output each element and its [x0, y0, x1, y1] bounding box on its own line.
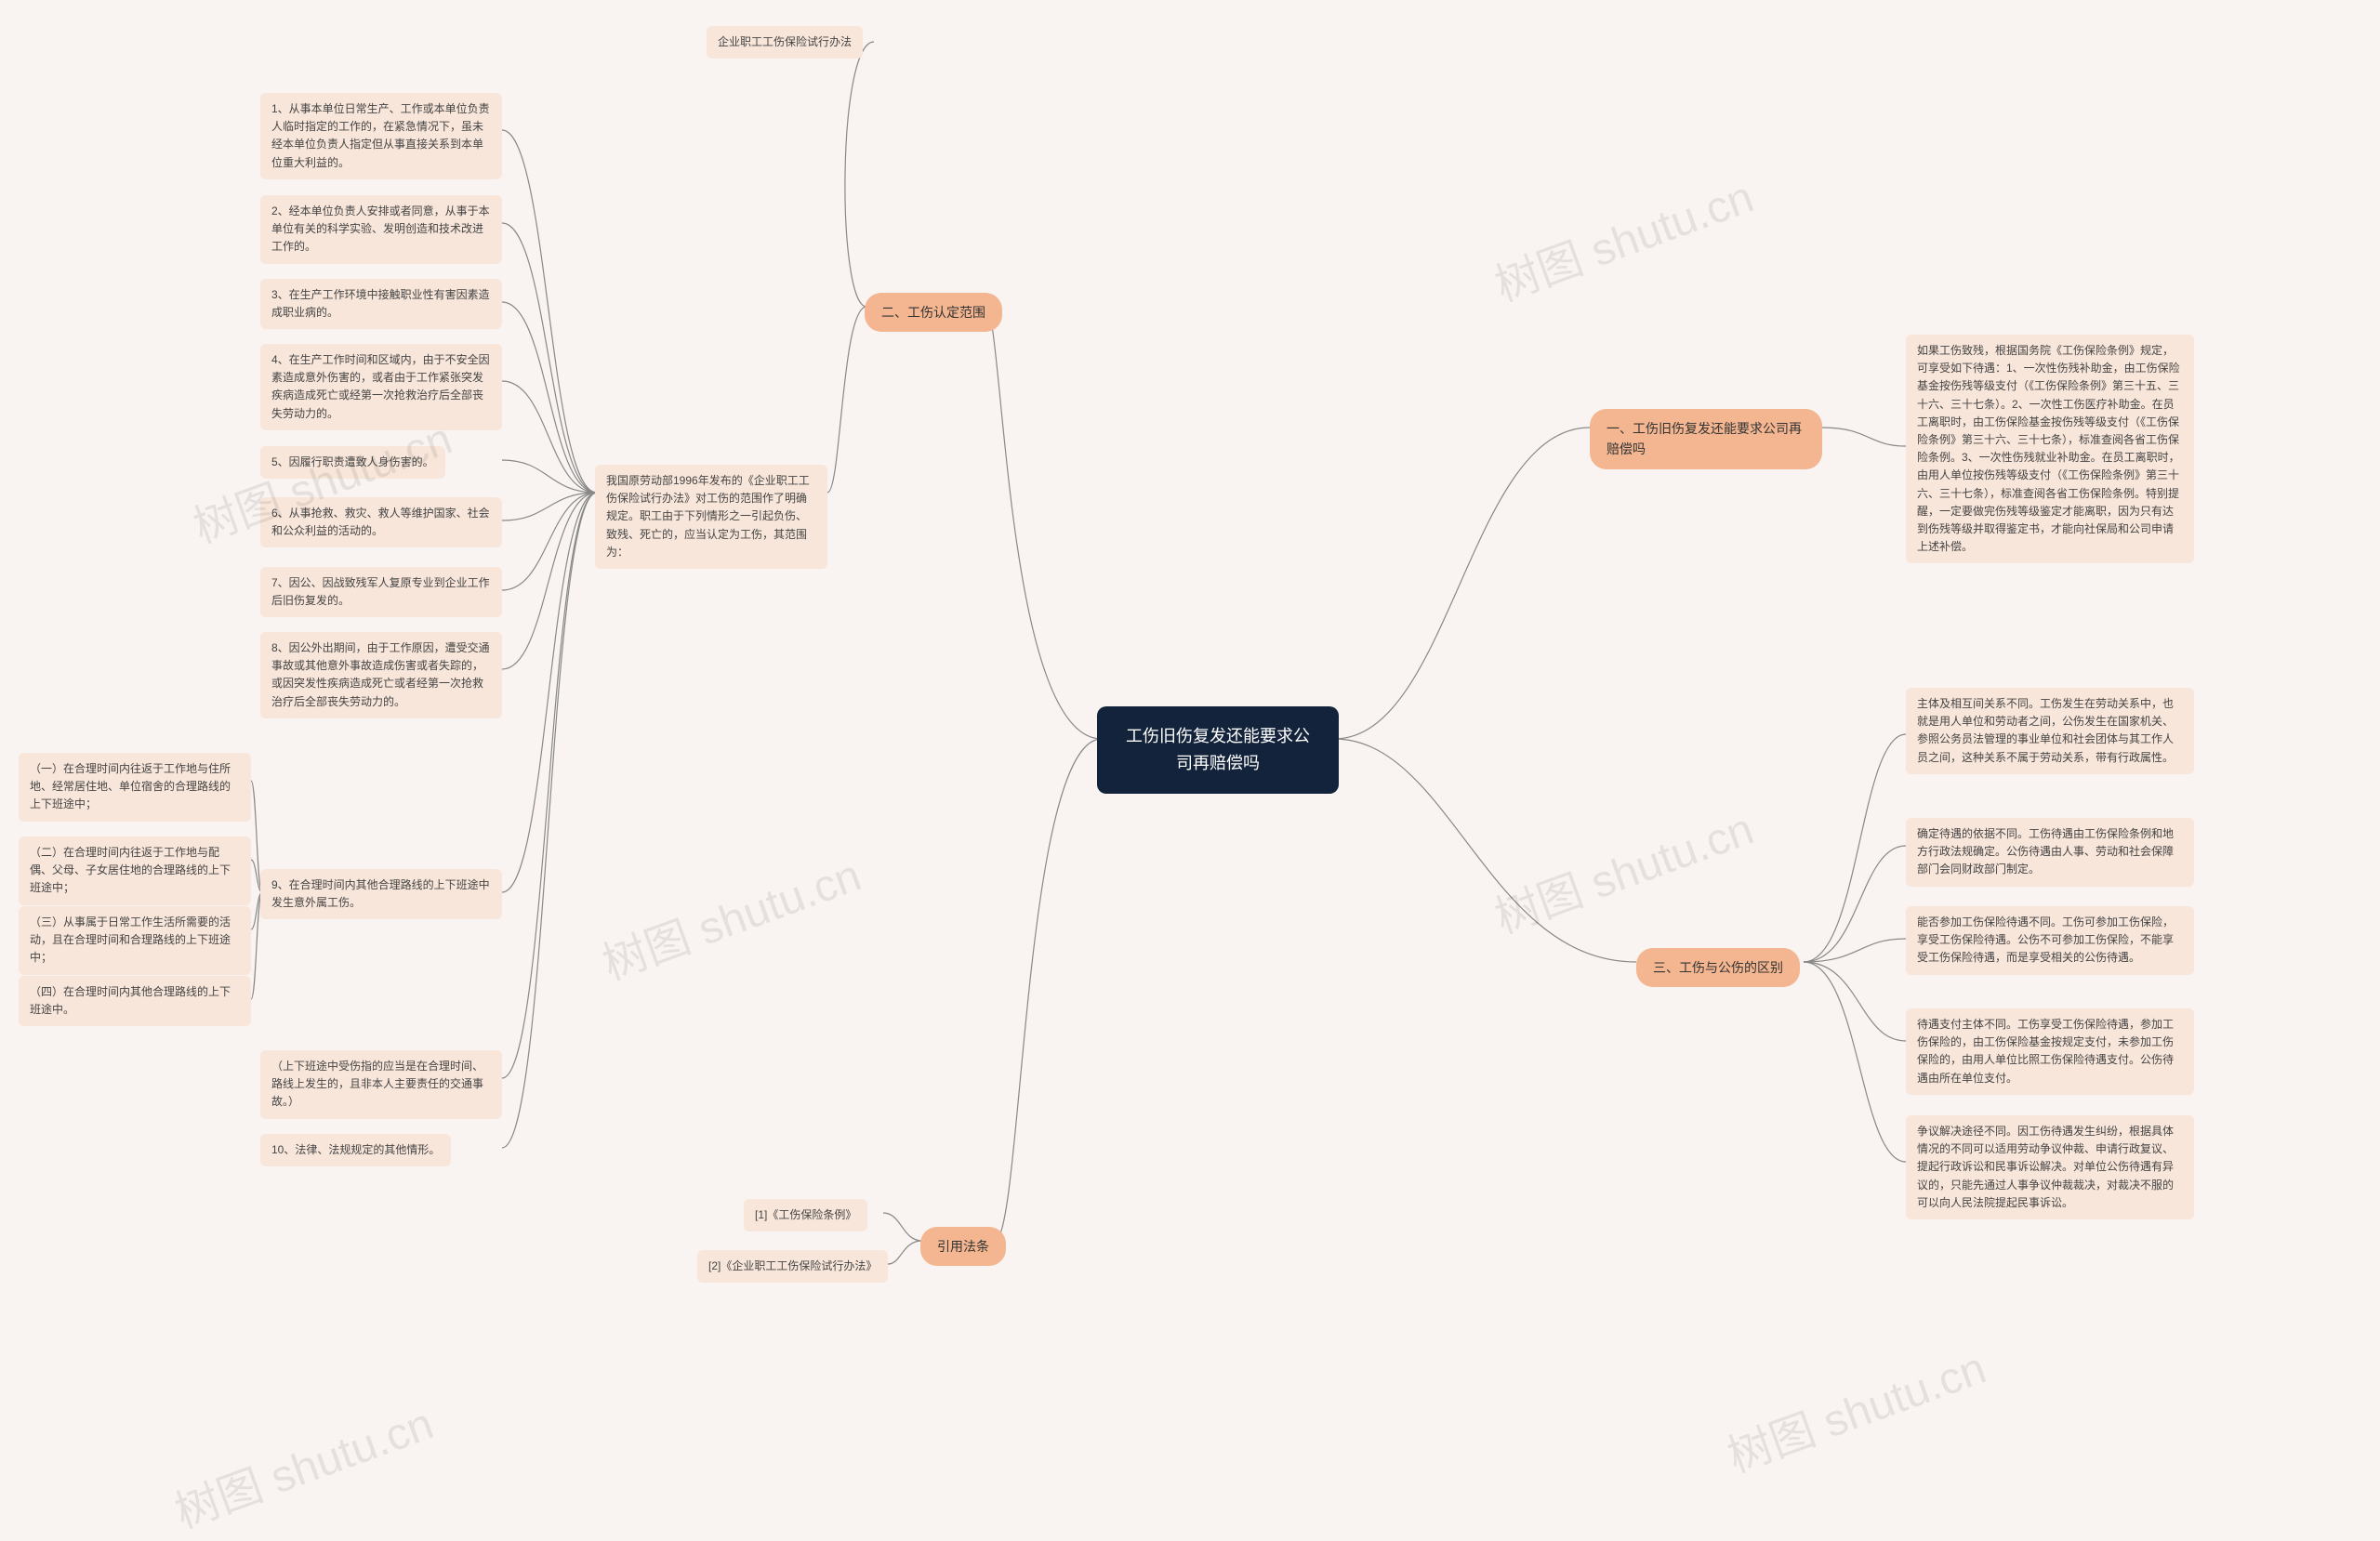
- leaf-b2l6: 6、从事抢救、救灾、救人等维护国家、社会和公众利益的活动的。: [260, 497, 502, 547]
- leaf-b2l9: 9、在合理时间内其他合理路线的上下班途中发生意外属工伤。: [260, 869, 502, 919]
- leaf-b2l3: 3、在生产工作环境中接触职业性有害因素造成职业病的。: [260, 279, 502, 329]
- leaf-b3l3: 能否参加工伤保险待遇不同。工伤可参加工伤保险，享受工伤保险待遇。公伤不可参加工伤…: [1906, 906, 2194, 975]
- branch-node-3[interactable]: 三、工伤与公伤的区别: [1636, 948, 1800, 987]
- branch-label: 二、工伤认定范围: [881, 305, 985, 320]
- leaf-b1l1: 如果工伤致残，根据国务院《工伤保险条例》规定，可享受如下待遇：1、一次性伤残补助…: [1906, 335, 2194, 563]
- leaf-b2l8: 8、因公外出期间，由于工作原因，遭受交通事故或其他意外事故造成伤害或者失踪的，或…: [260, 632, 502, 718]
- leaf-b3l2: 确定待遇的依据不同。工伤待遇由工伤保险条例和地方行政法规确定。公伤待遇由人事、劳…: [1906, 818, 2194, 887]
- center-node[interactable]: 工伤旧伤复发还能要求公司再赔偿吗: [1097, 706, 1339, 794]
- leaf-b2l2: 2、经本单位负责人安排或者同意，从事于本单位有关的科学实验、发明创造和技术改进工…: [260, 195, 502, 264]
- leaf-b2l5: 5、因履行职责遭致人身伤害的。: [260, 446, 445, 479]
- leaf-b3l4: 待遇支付主体不同。工伤享受工伤保险待遇，参加工伤保险的，由工伤保险基金按规定支付…: [1906, 1008, 2194, 1095]
- leaf-b2-mid: 我国原劳动部1996年发布的《企业职工工伤保险试行办法》对工伤的范围作了明确规定…: [595, 465, 827, 569]
- leaf-b2l1: 1、从事本单位日常生产、工作或本单位负责人临时指定的工作的，在紧急情况下，虽未经…: [260, 93, 502, 179]
- leaf-b2l9-s1: （一）在合理时间内往返于工作地与住所地、经常居住地、单位宿舍的合理路线的上下班途…: [19, 753, 251, 822]
- branch-node-1[interactable]: 一、工伤旧伤复发还能要求公司再赔偿吗: [1590, 409, 1822, 469]
- leaf-b3l5: 争议解决途径不同。因工伤待遇发生纠纷，根据具体情况的不同可以适用劳动争议仲裁、申…: [1906, 1115, 2194, 1219]
- branch-node-4[interactable]: 引用法条: [920, 1227, 1006, 1266]
- leaf-b2l9-s4: （四）在合理时间内其他合理路线的上下班途中。: [19, 976, 251, 1026]
- branch-label: 引用法条: [937, 1239, 989, 1254]
- leaf-b2l10: （上下班途中受伤指的应当是在合理时间、路线上发生的，且非本人主要责任的交通事故。…: [260, 1050, 502, 1119]
- leaf-b2l4: 4、在生产工作时间和区域内，由于不安全因素造成意外伤害的，或者由于工作紧张突发疾…: [260, 344, 502, 430]
- leaf-b2l0: 企业职工工伤保险试行办法: [707, 26, 863, 59]
- leaf-b4l1: [1]《工伤保险条例》: [744, 1199, 867, 1231]
- leaf-b2l9-s2: （二）在合理时间内往返于工作地与配偶、父母、子女居住地的合理路线的上下班途中；: [19, 836, 251, 905]
- leaf-b2l9-s3: （三）从事属于日常工作生活所需要的活动，且在合理时间和合理路线的上下班途中；: [19, 906, 251, 975]
- leaf-b2l11: 10、法律、法规规定的其他情形。: [260, 1134, 451, 1166]
- leaf-b3l1: 主体及相互间关系不同。工伤发生在劳动关系中，也就是用人单位和劳动者之间，公伤发生…: [1906, 688, 2194, 774]
- center-label: 工伤旧伤复发还能要求公司再赔偿吗: [1126, 727, 1310, 772]
- branch-label: 三、工伤与公伤的区别: [1653, 960, 1783, 975]
- leaf-b4l2: [2]《企业职工工伤保险试行办法》: [697, 1250, 888, 1283]
- branch-node-2[interactable]: 二、工伤认定范围: [865, 293, 1002, 332]
- leaf-b2l7: 7、因公、因战致残军人复原专业到企业工作后旧伤复发的。: [260, 567, 502, 617]
- branch-label: 一、工伤旧伤复发还能要求公司再赔偿吗: [1606, 421, 1802, 456]
